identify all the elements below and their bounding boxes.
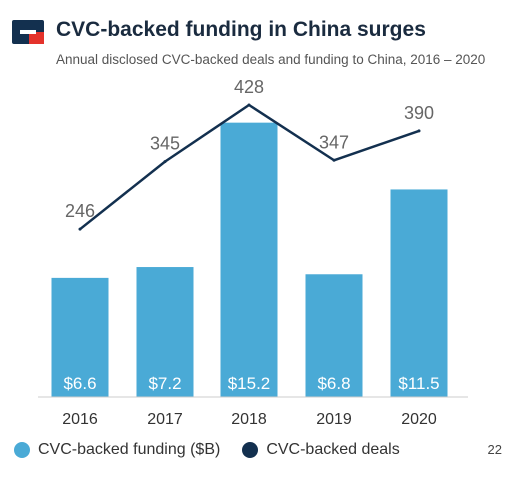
page-number: 22 <box>487 442 502 457</box>
legend-swatch-funding <box>14 442 30 458</box>
x-axis-ticks: 2016 2017 2018 2019 2020 <box>62 411 437 428</box>
bar-2019 <box>305 274 363 397</box>
legend-item-deals: CVC-backed deals <box>242 441 400 459</box>
bar-2017 <box>136 267 194 397</box>
legend-swatch-deals <box>242 442 259 458</box>
x-tick-label-2017: 2017 <box>147 411 183 428</box>
x-tick-label-2016: 2016 <box>62 411 98 428</box>
deals-value-label-2019: 347 <box>319 132 349 152</box>
bars-layer <box>51 122 448 397</box>
deals-value-label-2018: 428 <box>234 77 264 97</box>
bar-value-label-2017: $7.2 <box>148 374 181 393</box>
bar-2016 <box>51 277 109 397</box>
deals-point-2018 <box>247 103 251 107</box>
chart-header: CVC-backed funding in China surges Annua… <box>12 10 512 74</box>
bar-value-label-2020: $11.5 <box>398 374 439 393</box>
bar-value-label-2018: $15.2 <box>228 374 271 393</box>
labels-layer: $6.6 $7.2 $15.2 $6.8 $11.5 246 345 428 347 390 <box>63 77 439 393</box>
bar-value-label-2016: $6.6 <box>63 374 96 393</box>
legend-label-deals: CVC-backed deals <box>266 441 400 458</box>
deals-point-2019 <box>332 158 336 162</box>
chart-title: CVC-backed funding in China surges <box>56 18 426 41</box>
chart-subtitle: Annual disclosed CVC-backed deals and fu… <box>56 52 486 67</box>
logo-red-block <box>29 32 44 44</box>
x-tick-label-2019: 2019 <box>316 411 352 428</box>
deals-point-2020 <box>417 129 421 133</box>
bar-value-label-2019: $6.8 <box>317 374 350 393</box>
deals-point-2017 <box>163 160 167 164</box>
bar-2020 <box>390 189 448 397</box>
x-tick-label-2018: 2018 <box>231 411 267 428</box>
legend-item-funding: CVC-backed funding ($B) <box>14 441 220 459</box>
deals-value-label-2016: 246 <box>65 201 95 221</box>
company-logo-icon <box>12 20 44 44</box>
chart-legend: CVC-backed funding ($B) CVC-backed deals <box>14 438 422 462</box>
x-tick-label-2020: 2020 <box>401 411 437 428</box>
deals-value-label-2017: 345 <box>150 134 180 154</box>
logo-white-bar <box>20 30 36 34</box>
deals-point-2016 <box>78 227 82 231</box>
line-layer <box>78 103 421 231</box>
combo-chart: $6.6 $7.2 $15.2 $6.8 $11.5 246 345 428 347 390 20… <box>38 77 468 428</box>
deals-value-label-2020: 390 <box>404 103 434 123</box>
bar-2018 <box>220 122 278 397</box>
legend-label-funding: CVC-backed funding ($B) <box>38 441 221 458</box>
